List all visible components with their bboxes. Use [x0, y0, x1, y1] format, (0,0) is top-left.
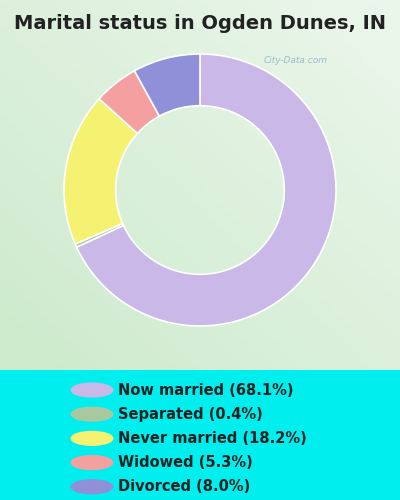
Text: Never married (18.2%): Never married (18.2%) [118, 431, 307, 446]
Text: Separated (0.4%): Separated (0.4%) [118, 406, 263, 422]
Circle shape [71, 408, 113, 421]
Circle shape [71, 432, 113, 446]
Circle shape [71, 480, 113, 494]
Text: Now married (68.1%): Now married (68.1%) [118, 382, 294, 398]
Wedge shape [76, 54, 336, 326]
Text: Widowed (5.3%): Widowed (5.3%) [118, 455, 253, 470]
Wedge shape [99, 71, 159, 134]
Text: Divorced (8.0%): Divorced (8.0%) [118, 479, 250, 494]
Wedge shape [134, 54, 200, 116]
Wedge shape [75, 224, 124, 247]
Text: Marital status in Ogden Dunes, IN: Marital status in Ogden Dunes, IN [14, 14, 386, 33]
Wedge shape [64, 99, 138, 244]
Text: City-Data.com: City-Data.com [263, 56, 327, 66]
Circle shape [71, 456, 113, 469]
Circle shape [71, 383, 113, 397]
